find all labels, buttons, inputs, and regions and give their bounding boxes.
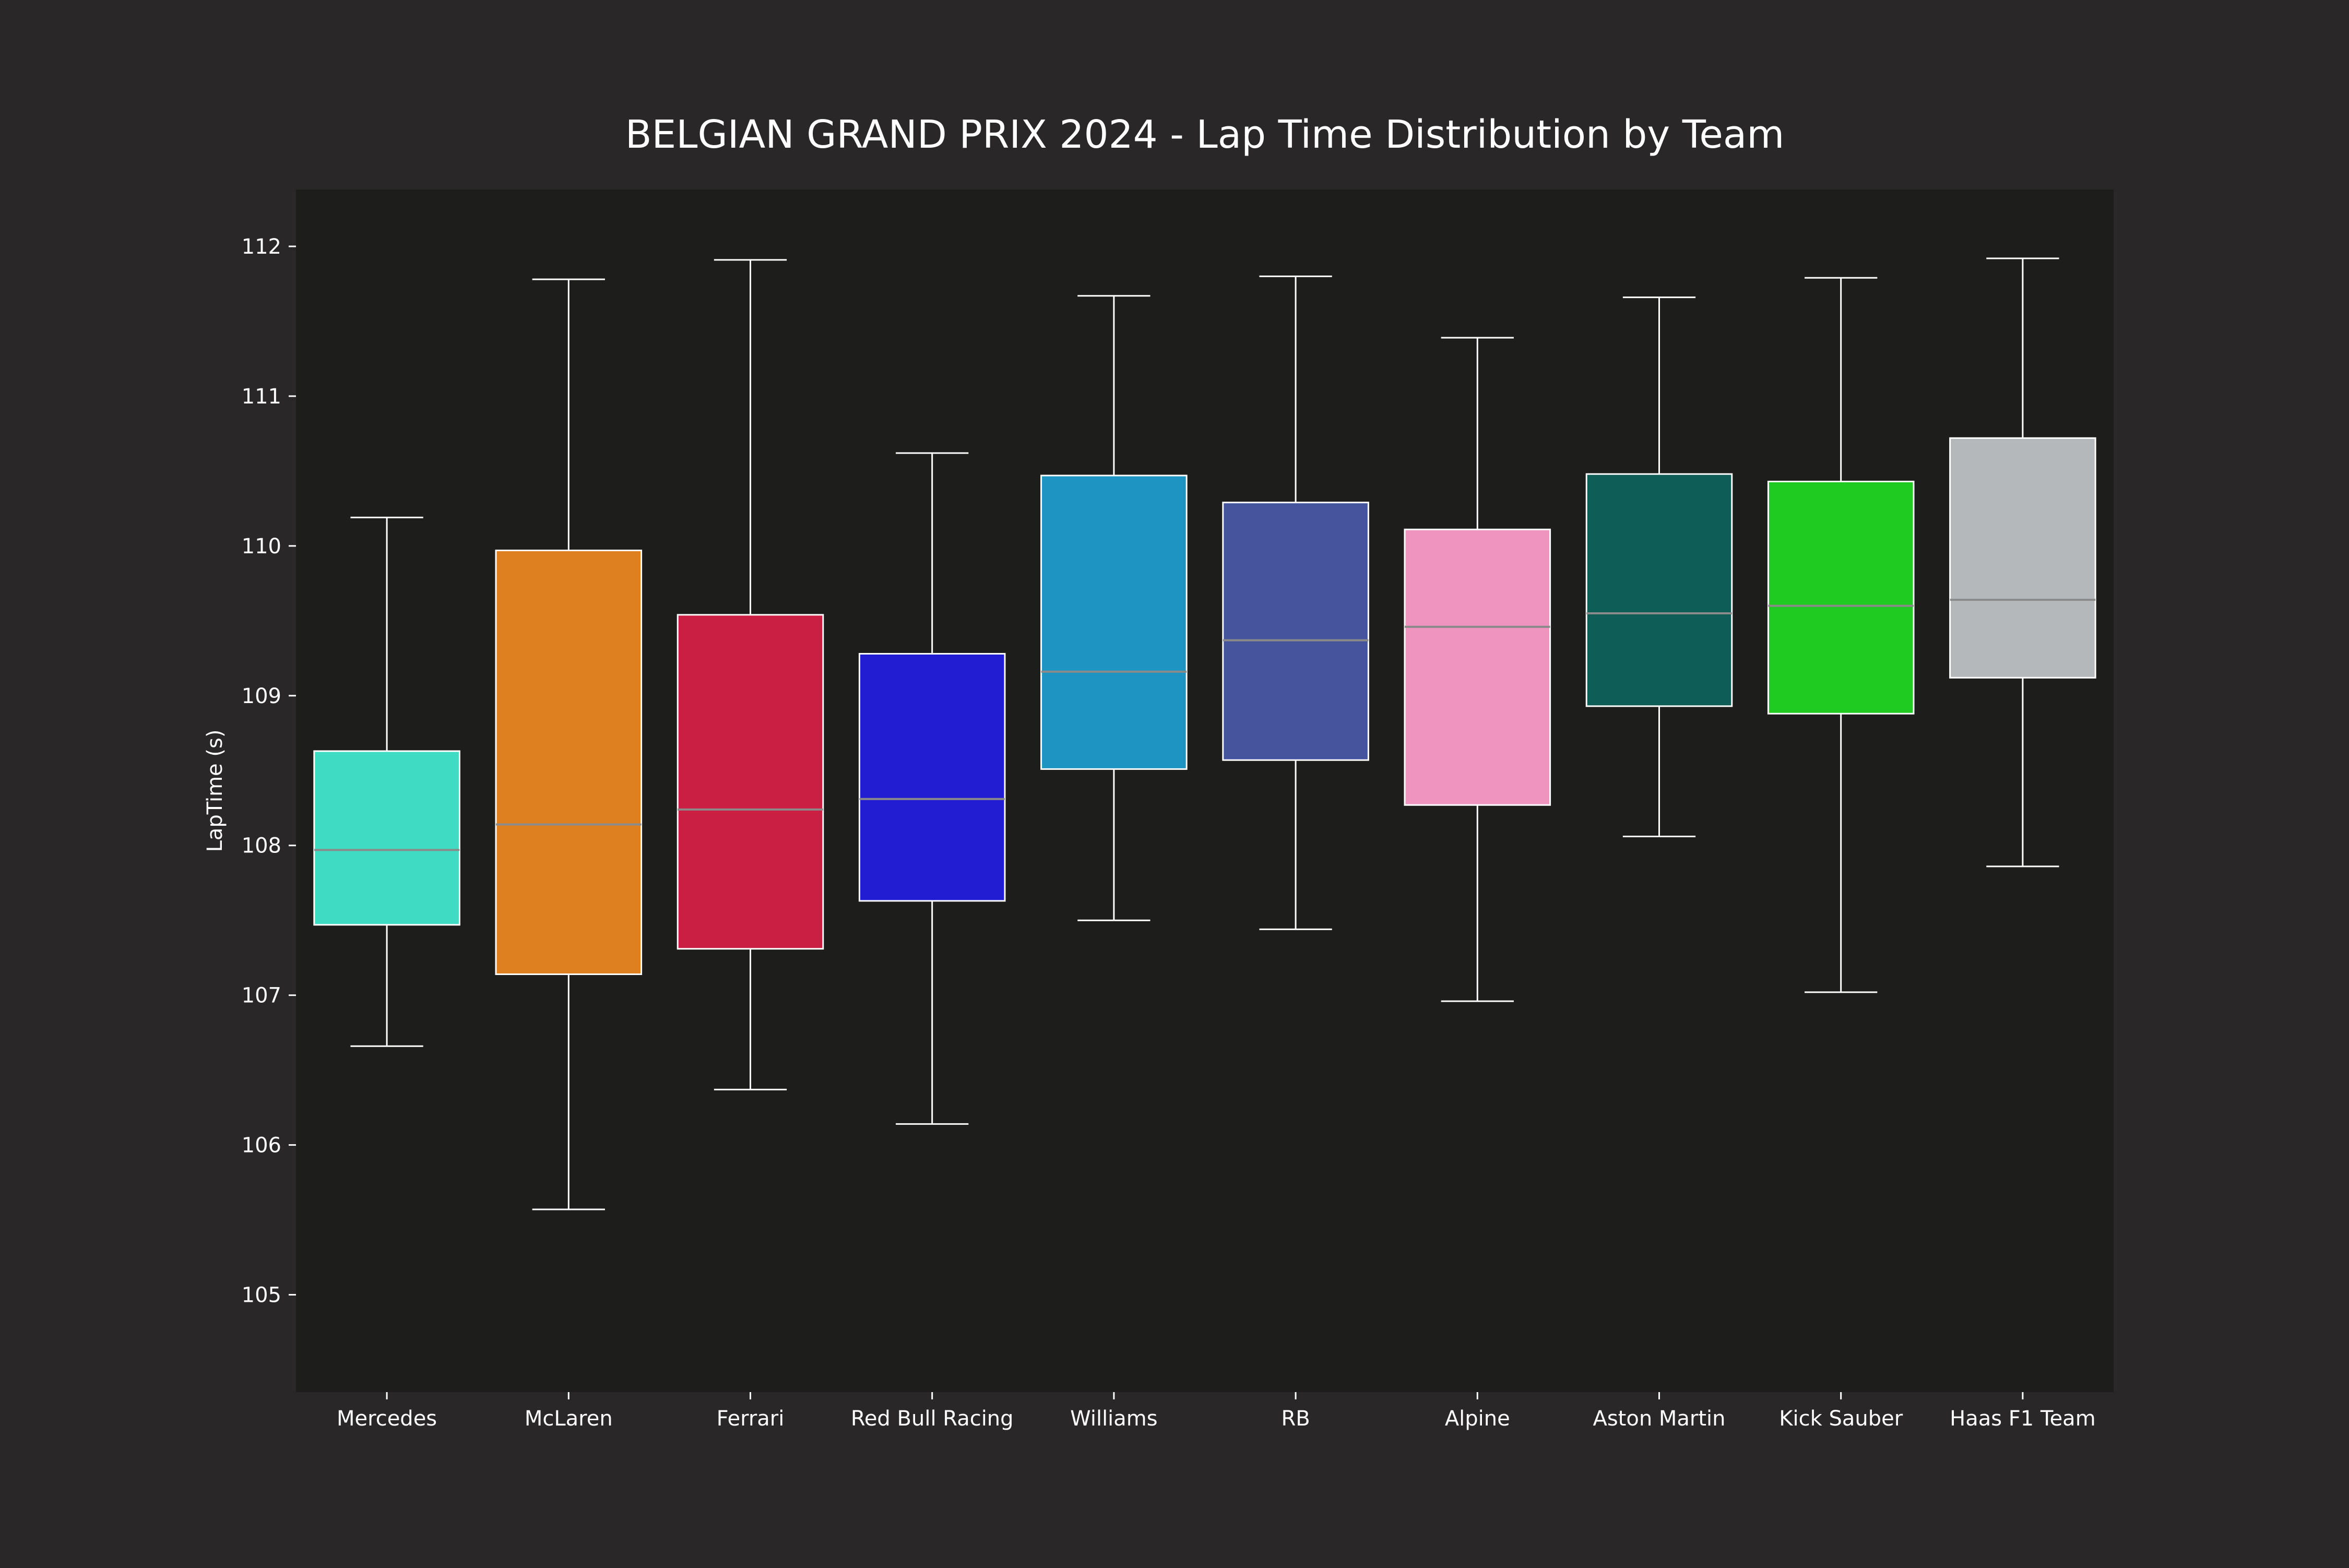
x-tick-label: Mercedes (337, 1407, 437, 1431)
y-axis: 105 106 107 108 109 110 111 112 (242, 235, 296, 1307)
iqr-box (1404, 528, 1551, 806)
box-haas-f1-team (1949, 257, 2096, 868)
box-mercedes (313, 516, 460, 1047)
box-ferrari (677, 259, 824, 1090)
chart-title: BELGIAN GRAND PRIX 2024 - Lap Time Distr… (625, 112, 1785, 157)
y-axis-label: LapTime (s) (203, 730, 227, 852)
y-tick-label: 108 (242, 834, 281, 858)
iqr-box (495, 549, 643, 975)
iqr-box (1040, 474, 1188, 770)
box-aston-martin (1585, 296, 1733, 838)
box-kick-sauber (1767, 277, 1915, 993)
x-tick-label: McLaren (525, 1407, 613, 1431)
box-mclaren (495, 278, 643, 1210)
y-tick-label: 109 (242, 684, 281, 708)
x-axis: Mercedes McLaren Ferrari Red Bull Racing Wil… (337, 1392, 2096, 1431)
iqr-box (1949, 437, 2096, 679)
y-tick-label: 112 (242, 235, 281, 259)
box-williams (1040, 295, 1188, 921)
y-tick-label: 106 (242, 1134, 281, 1158)
box-alpine (1404, 337, 1551, 1002)
x-tick-label: Kick Sauber (1779, 1407, 1903, 1431)
iqr-box (1222, 502, 1369, 761)
x-tick-label: Red Bull Racing (851, 1407, 1014, 1431)
y-tick-label: 105 (242, 1283, 281, 1307)
y-tick-label: 111 (242, 385, 281, 409)
x-tick-label: Ferrari (717, 1407, 785, 1431)
x-tick-label: Aston Martin (1593, 1407, 1725, 1431)
iqr-box (677, 614, 824, 950)
x-tick-label: Williams (1070, 1407, 1157, 1431)
iqr-box (1585, 473, 1733, 707)
box-rb (1222, 275, 1369, 930)
x-tick-label: RB (1281, 1407, 1310, 1431)
iqr-box (1767, 481, 1915, 715)
y-tick-label: 107 (242, 984, 281, 1008)
y-tick-label: 110 (242, 534, 281, 559)
iqr-box (313, 750, 460, 926)
iqr-box (858, 652, 1006, 902)
x-tick-label: Haas F1 Team (1950, 1407, 2096, 1431)
x-tick-label: Alpine (1445, 1407, 1510, 1431)
box-red-bull-racing (858, 452, 1006, 1125)
box-series (313, 257, 2096, 1210)
